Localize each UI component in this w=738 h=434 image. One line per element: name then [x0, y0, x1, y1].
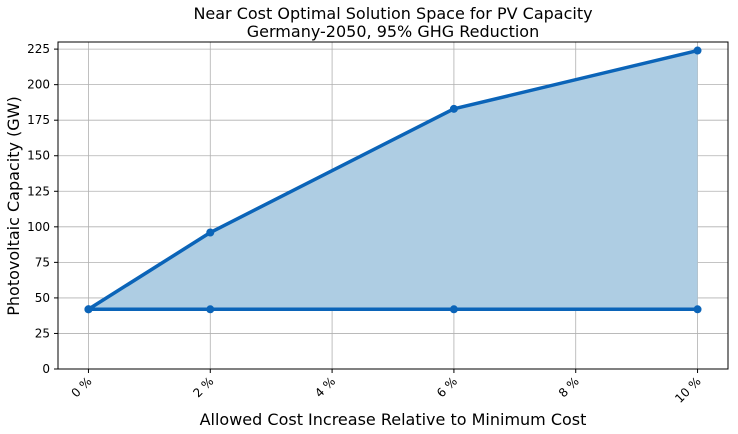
- x-tick-label-3: 6 %: [434, 374, 460, 400]
- chart-title-line-2: Germany-2050, 95% GHG Reduction: [247, 22, 539, 41]
- y-tick-label-7: 175: [27, 113, 50, 127]
- series-0-line: [87, 48, 698, 311]
- y-tick-label-5: 125: [27, 184, 50, 198]
- solution-space-area: [88, 50, 698, 310]
- series-1-point-3: [693, 305, 702, 314]
- y-tick-label-0: 0: [42, 362, 50, 376]
- x-tick-label-4: 8 %: [556, 374, 582, 400]
- x-tick-label-5: 10 %: [672, 374, 703, 405]
- series-0-point-3: [693, 46, 702, 55]
- x-tick-label-1: 2 %: [190, 374, 216, 400]
- series-1-point-1: [206, 305, 215, 314]
- series-0-point-2: [449, 104, 458, 113]
- y-tick-label-9: 225: [27, 42, 50, 56]
- series-layer: [84, 46, 702, 314]
- x-axis-label: Allowed Cost Increase Relative to Minimu…: [200, 410, 587, 429]
- x-tick-label-2: 4 %: [312, 374, 338, 400]
- y-tick-label-8: 200: [27, 78, 50, 92]
- plot-border: [57, 41, 729, 370]
- y-tick-label-3: 75: [35, 255, 50, 269]
- y-tick-label-1: 25: [35, 326, 50, 340]
- plot-frame: [57, 41, 729, 370]
- y-axis-label: Photovoltaic Capacity (GW): [4, 96, 23, 315]
- chart-title-line-1: Near Cost Optimal Solution Space for PV …: [193, 4, 592, 23]
- x-tick-label-0: 0 %: [69, 374, 95, 400]
- series-0-point-1: [206, 228, 215, 237]
- series-1-point-2: [449, 305, 458, 314]
- area-layer: [88, 50, 698, 310]
- series-1-point-0: [84, 305, 93, 314]
- y-tick-label-2: 50: [35, 291, 50, 305]
- y-tick-label-4: 100: [27, 220, 50, 234]
- y-tick-label-6: 150: [27, 149, 50, 163]
